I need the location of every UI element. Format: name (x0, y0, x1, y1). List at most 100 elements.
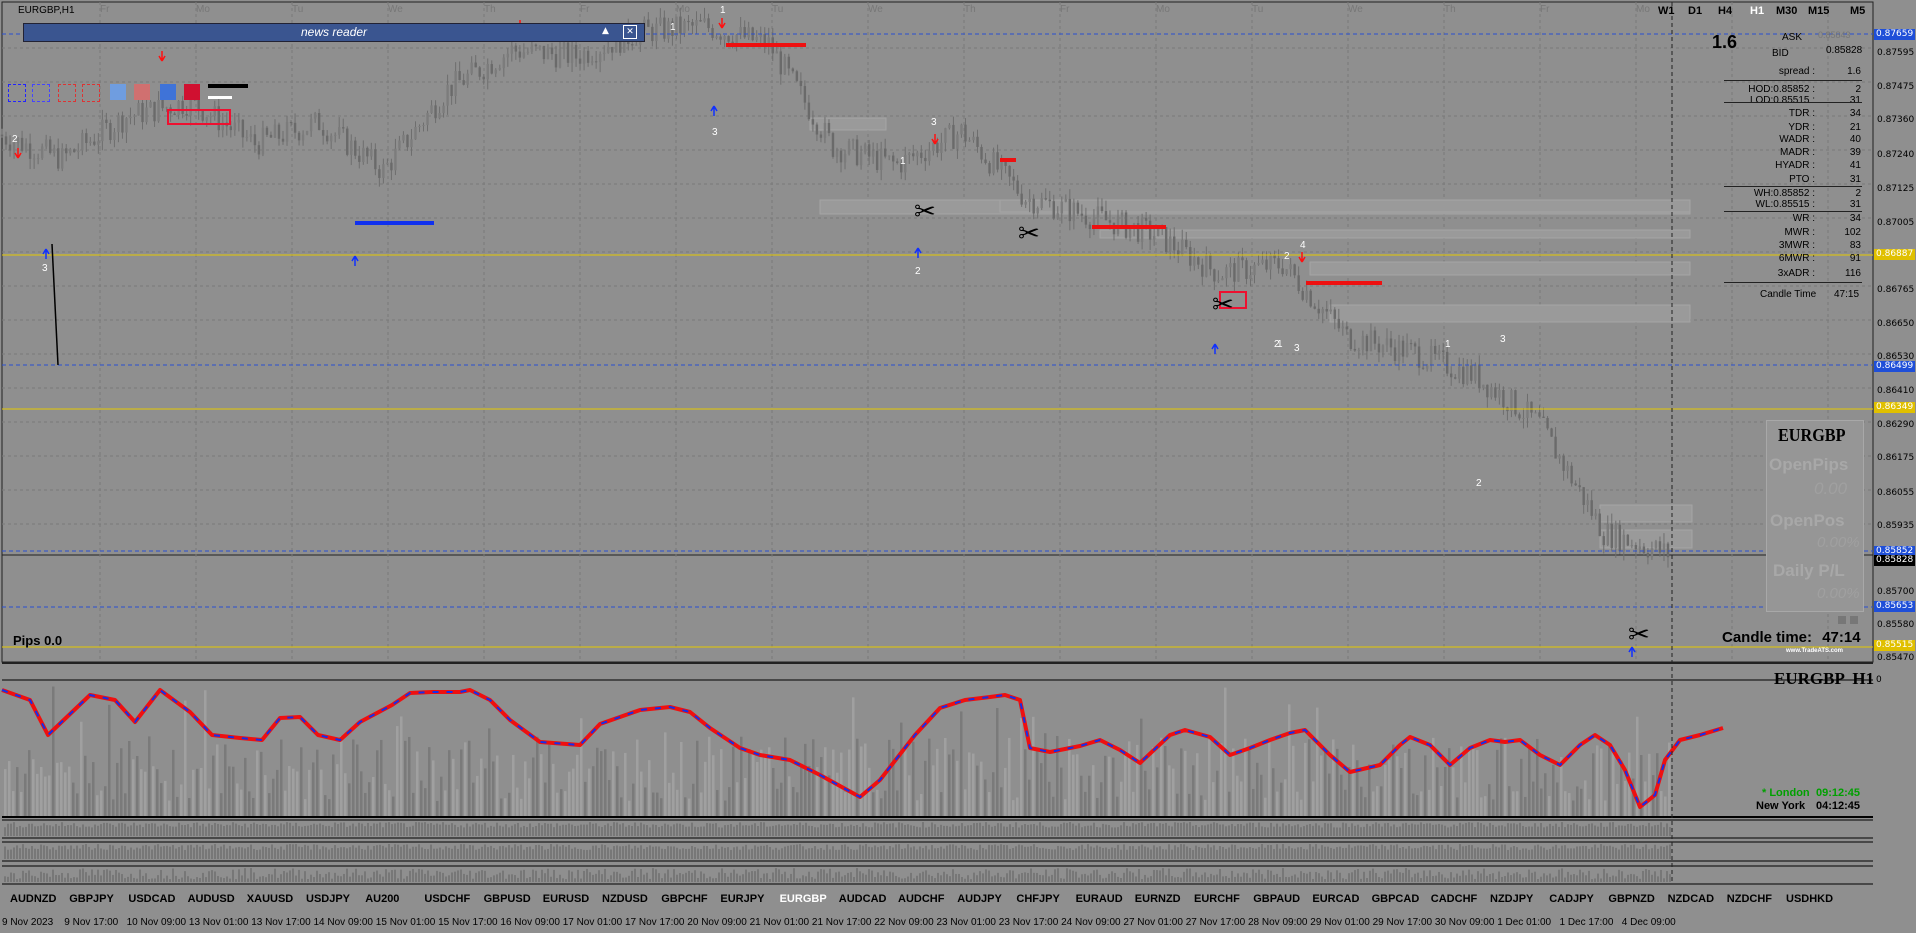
panel-close-button[interactable] (1850, 616, 1858, 624)
fill-red-tool-icon[interactable] (134, 84, 150, 100)
symbol-tab-usdjpy[interactable]: USDJPY (306, 893, 351, 905)
timeframe-h1[interactable]: H1 (1750, 5, 1765, 17)
timeframe-w1[interactable]: W1 (1658, 5, 1675, 17)
strip-bar (937, 827, 939, 836)
strip-bar (4, 846, 6, 859)
candle (546, 44, 550, 60)
candle (113, 128, 116, 148)
candle (1474, 362, 1477, 384)
symbol-tab-gbpusd[interactable]: GBPUSD (483, 893, 531, 905)
symbol-tab-eurjpy[interactable]: EURJPY (720, 893, 765, 905)
symbol-tab-nzdcad[interactable]: NZDCAD (1667, 893, 1715, 905)
strip-bar (1474, 878, 1476, 882)
symbol-tab-eurusd[interactable]: EURUSD (542, 893, 590, 905)
symbol-tab-eurcad[interactable]: EURCAD (1312, 893, 1360, 905)
strip-bar (799, 822, 801, 836)
symbol-tab-gbpnzd[interactable]: GBPNZD (1608, 893, 1655, 905)
symbol-tab-usdhkd[interactable]: USDHKD (1786, 893, 1834, 905)
session-label: * London (1762, 787, 1810, 799)
strip-bar (1090, 873, 1092, 882)
volume-bar (1076, 754, 1079, 816)
strip-bar (115, 826, 117, 836)
symbol-tab-audcad[interactable]: AUDCAD (838, 893, 887, 905)
count-marker: 2 (1476, 478, 1482, 489)
strip-bar (1387, 849, 1389, 859)
strip-bar (532, 849, 534, 859)
fill-blue-tool-icon[interactable] (110, 84, 126, 100)
symbol-tab-eurnzd[interactable]: EURNZD (1134, 893, 1181, 905)
strip-bar (31, 846, 33, 859)
count-marker: 2 (915, 266, 921, 277)
collapse-icon[interactable]: ▲ (602, 26, 609, 36)
candle (811, 110, 815, 132)
rect-dashed-tool-icon[interactable] (32, 84, 50, 102)
close-icon[interactable]: ✕ (623, 25, 637, 39)
strip-bar (1342, 878, 1344, 882)
timeframe-m5[interactable]: M5 (1850, 5, 1866, 17)
volume-bar (852, 697, 855, 816)
volume-bar (204, 690, 207, 816)
strip-bar (523, 869, 525, 882)
strip-bar (727, 824, 729, 836)
timeframe-d1[interactable]: D1 (1688, 5, 1703, 17)
symbol-tab-au200[interactable]: AU200 (365, 893, 400, 905)
symbol-tab-audnzd[interactable]: AUDNZD (10, 893, 57, 905)
line-red-tool-icon[interactable] (208, 96, 232, 99)
strip-bar (211, 825, 213, 836)
symbol-tab-cadchf[interactable]: CADCHF (1430, 893, 1478, 905)
symbol-tab-eurgbp[interactable]: EURGBP (779, 893, 827, 905)
symbol-tab-nzdusd[interactable]: NZDUSD (602, 893, 648, 905)
strip-bar (598, 847, 600, 859)
strip-bar (25, 847, 27, 859)
symbol-tab-nzdchf[interactable]: NZDCHF (1726, 893, 1773, 905)
timeframe-m15[interactable]: M15 (1808, 5, 1830, 17)
candle (422, 122, 425, 132)
rect-red-tool-icon[interactable] (58, 84, 76, 102)
symbol-tab-usdcad[interactable]: USDCAD (128, 893, 176, 905)
strip-bar (988, 844, 990, 859)
symbol-tab-audusd[interactable]: AUDUSD (187, 893, 235, 905)
strip-bar (424, 848, 426, 859)
symbol-tab-xauusd[interactable]: XAUUSD (246, 893, 294, 905)
timeframe-m30[interactable]: M30 (1776, 5, 1798, 17)
symbol-tab-gbpcad[interactable]: GBPCAD (1371, 893, 1420, 905)
fill-blue-solid-tool-icon[interactable] (160, 84, 176, 100)
symbol-tab-nzdjpy[interactable]: NZDJPY (1490, 893, 1534, 905)
symbol-tab-gbpchf[interactable]: GBPCHF (661, 893, 708, 905)
symbol-tab-cadjpy[interactable]: CADJPY (1549, 893, 1594, 905)
symbol-tab-audjpy[interactable]: AUDJPY (957, 893, 1002, 905)
volume-bar (776, 788, 779, 816)
symbol-tab-euraud[interactable]: EURAUD (1075, 893, 1123, 905)
symbol-tab-gbpjpy[interactable]: GBPJPY (69, 893, 114, 905)
strip-bar (1576, 875, 1578, 882)
symbol-tab-audchf[interactable]: AUDCHF (898, 893, 945, 905)
candle (1020, 184, 1023, 207)
line-tool-icon[interactable] (208, 84, 248, 88)
strip-bar (1195, 825, 1197, 836)
strip-bar (370, 849, 372, 859)
axis-price-label: 0.86175 (1877, 453, 1915, 463)
strip-bar (1480, 848, 1482, 859)
timeframe-h4[interactable]: H4 (1718, 5, 1733, 17)
strip-bar (247, 827, 249, 836)
news-reader-bar[interactable]: news reader ▲ ✕ (23, 23, 645, 42)
strip-bar (661, 825, 663, 836)
strip-bar (208, 823, 210, 836)
strip-bar (1483, 824, 1485, 836)
candle (466, 69, 469, 88)
symbol-tab-eurchf[interactable]: EURCHF (1194, 893, 1240, 905)
strip-bar (997, 872, 999, 882)
symbol-tab-gbpaud[interactable]: GBPAUD (1253, 893, 1301, 905)
strip-bar (208, 848, 210, 859)
symbol-tab-usdchf[interactable]: USDCHF (424, 893, 471, 905)
candle (1317, 299, 1320, 319)
fill-red-solid-tool-icon[interactable] (184, 84, 200, 100)
rect-tool-icon[interactable] (8, 84, 26, 102)
strip-bar (4, 827, 6, 836)
panel-toggle-button[interactable] (1838, 616, 1846, 624)
symbol-tab-chfjpy[interactable]: CHFJPY (1016, 893, 1060, 905)
rect-red-dashed-tool-icon[interactable] (82, 84, 100, 102)
strip-bar (1540, 822, 1542, 836)
